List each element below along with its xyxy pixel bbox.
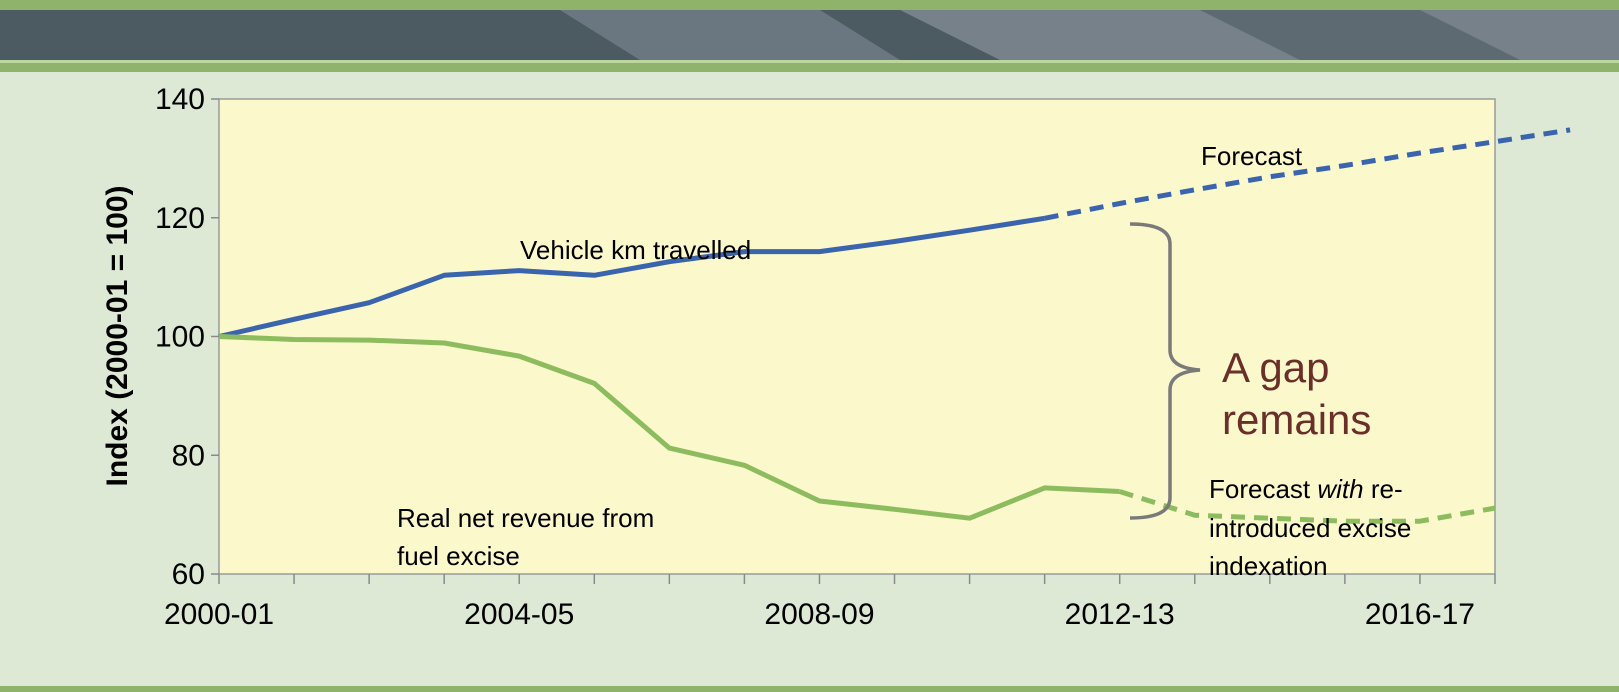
plot-area <box>218 98 1496 575</box>
revenue-label-line1: Real net revenue from <box>397 503 654 533</box>
gap-label-line1: A gap <box>1222 344 1329 391</box>
revenue-forecast-line <box>1118 489 1496 524</box>
revenue-actual-line <box>218 334 1120 521</box>
forecast-with-label-line2: introduced excise <box>1209 513 1411 543</box>
vehicle-forecast-line <box>1044 127 1571 221</box>
x-tick-label: 2012-13 <box>1065 598 1175 631</box>
y-tick-label: 140 <box>155 83 205 116</box>
forecast-label: Forecast <box>1201 141 1303 171</box>
vehicle-km-label: Vehicle km travelled <box>520 235 751 265</box>
forecast-with-label-line3: indexation <box>1209 551 1328 581</box>
gap-label-line2: remains <box>1222 396 1371 443</box>
x-axis: 2000-01 2004-05 2008-09 2012-13 2016-17 <box>164 574 1496 631</box>
vehicle-actual-line <box>218 215 1045 339</box>
y-axis-title: Index (2000-01 = 100) <box>101 185 134 486</box>
x-tick-label: 2000-01 <box>164 598 274 631</box>
gap-brace <box>1129 222 1201 520</box>
y-tick-label: 60 <box>172 558 205 591</box>
header-banner <box>0 0 1619 72</box>
series-layer <box>218 127 1571 524</box>
forecast-with-label-line1: Forecast with re- <box>1209 474 1403 504</box>
y-tick-label: 80 <box>172 439 205 472</box>
x-tick-label: 2016-17 <box>1365 598 1475 631</box>
footer-bar <box>0 686 1619 692</box>
y-tick-label: 100 <box>155 321 205 354</box>
y-axis: 60 80 100 120 140 <box>155 83 219 591</box>
x-tick-label: 2008-09 <box>764 598 874 631</box>
y-tick-label: 120 <box>155 202 205 235</box>
x-tick-label: 2004-05 <box>464 598 574 631</box>
revenue-label-line2: fuel excise <box>397 541 520 571</box>
